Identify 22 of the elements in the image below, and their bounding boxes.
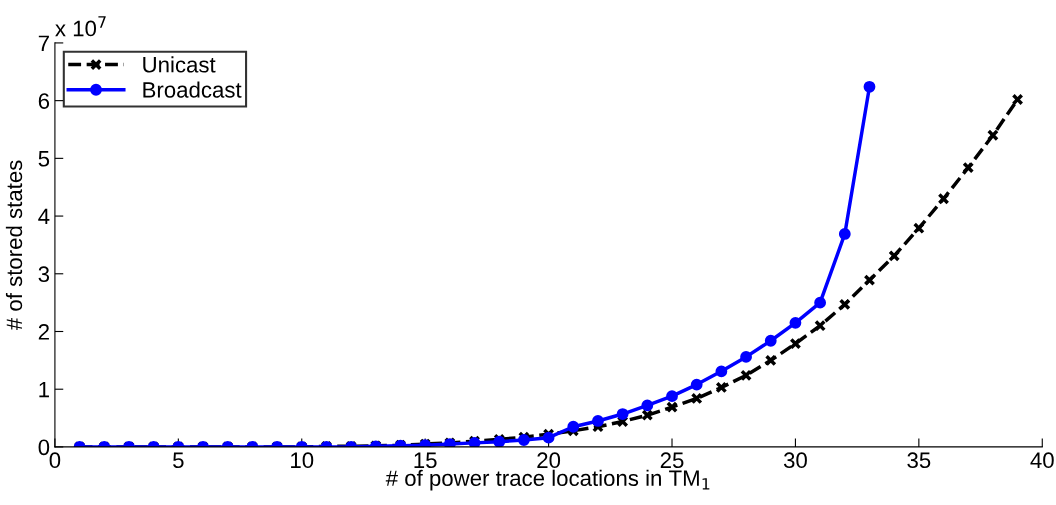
- x-tick-label: 5: [173, 452, 184, 469]
- y-tick-label: 4: [38, 208, 50, 225]
- x-tick-label: 40: [1030, 452, 1054, 469]
- x-tick-label: 0: [49, 452, 61, 469]
- legend-label: Broadcast: [143, 81, 242, 98]
- y-tick-label: 0: [38, 439, 50, 456]
- x-tick-label: 20: [537, 452, 561, 469]
- y-tick-label: 6: [38, 93, 50, 109]
- legend-label: Unicast: [143, 56, 216, 73]
- y-tick-label: 7: [38, 35, 49, 51]
- text: x 10$^{7}$: [55, 16, 106, 37]
- y-tick-label: 3: [38, 266, 50, 283]
- x-axis-title: # of power trace locations in TM$_{1}$: [385, 469, 710, 491]
- x-tick-label: 30: [783, 452, 807, 469]
- x-tick-label: 15: [414, 452, 437, 469]
- y-tick-label: 5: [38, 151, 50, 167]
- y-axis-title: # of stored states: [5, 160, 23, 331]
- y-tick-label: 2: [38, 324, 49, 340]
- x-tick-label: 10: [291, 452, 314, 469]
- x-tick-label: 25: [660, 452, 684, 469]
- y-tick-label: 1: [39, 381, 49, 398]
- x-tick-label: 35: [907, 452, 931, 469]
